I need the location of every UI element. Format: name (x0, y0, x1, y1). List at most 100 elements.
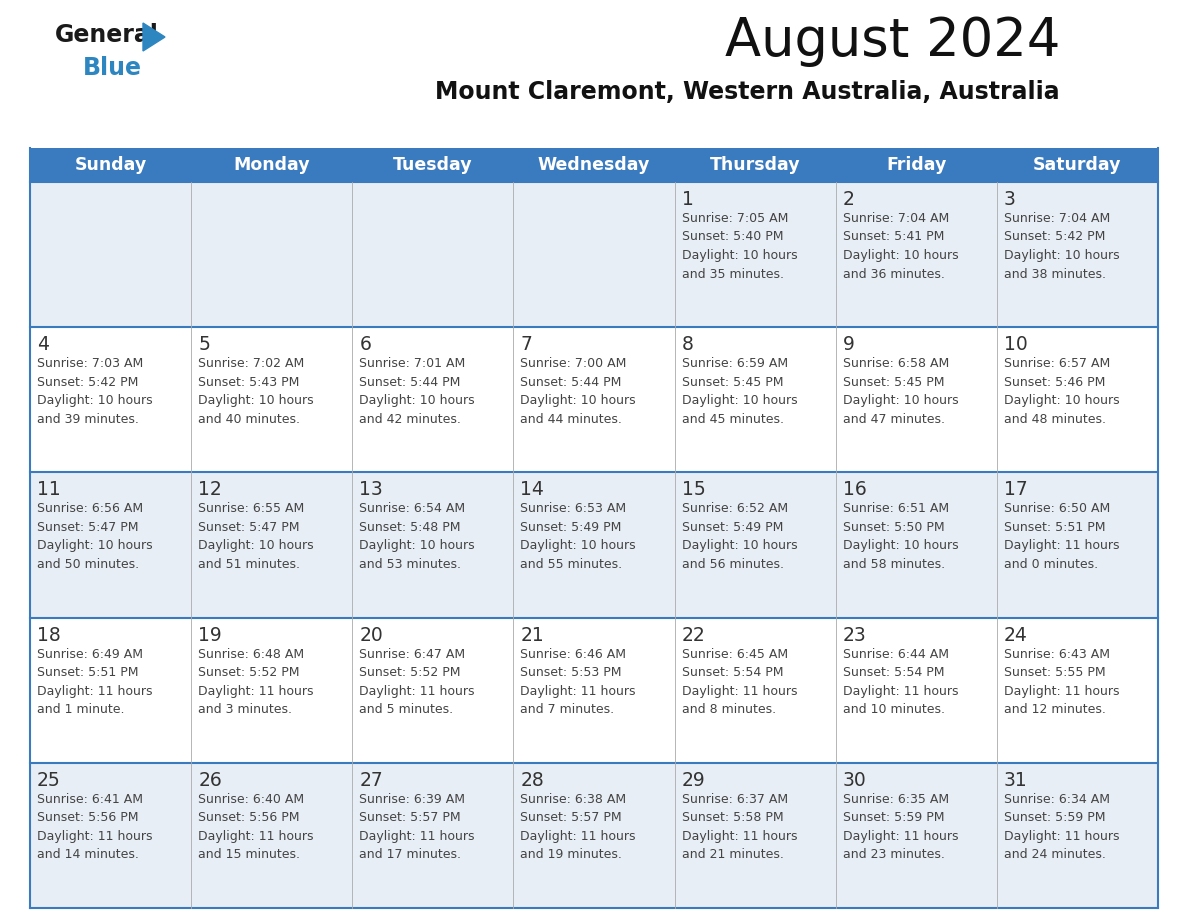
Text: Daylight: 10 hours: Daylight: 10 hours (359, 540, 475, 553)
Text: Wednesday: Wednesday (538, 156, 650, 174)
Text: and 48 minutes.: and 48 minutes. (1004, 413, 1106, 426)
Text: Daylight: 11 hours: Daylight: 11 hours (682, 830, 797, 843)
Text: Daylight: 11 hours: Daylight: 11 hours (682, 685, 797, 698)
Text: 11: 11 (37, 480, 61, 499)
Text: and 5 minutes.: and 5 minutes. (359, 703, 454, 716)
Text: Sunrise: 6:41 AM: Sunrise: 6:41 AM (37, 793, 143, 806)
Polygon shape (143, 23, 165, 51)
Text: and 0 minutes.: and 0 minutes. (1004, 558, 1098, 571)
Bar (30, 763, 1158, 908)
Text: Sunset: 5:59 PM: Sunset: 5:59 PM (842, 812, 944, 824)
Text: Sunrise: 7:02 AM: Sunrise: 7:02 AM (198, 357, 304, 370)
Text: Blue: Blue (83, 56, 143, 80)
Text: 25: 25 (37, 771, 61, 789)
Text: 29: 29 (682, 771, 706, 789)
Text: 9: 9 (842, 335, 854, 354)
Text: Sunset: 5:41 PM: Sunset: 5:41 PM (842, 230, 944, 243)
Text: Daylight: 10 hours: Daylight: 10 hours (198, 540, 314, 553)
Text: and 1 minute.: and 1 minute. (37, 703, 125, 716)
Text: 8: 8 (682, 335, 694, 354)
Text: and 55 minutes.: and 55 minutes. (520, 558, 623, 571)
Text: Sunrise: 6:54 AM: Sunrise: 6:54 AM (359, 502, 466, 515)
Text: Sunset: 5:51 PM: Sunset: 5:51 PM (37, 666, 139, 679)
Text: and 35 minutes.: and 35 minutes. (682, 267, 784, 281)
Text: and 58 minutes.: and 58 minutes. (842, 558, 944, 571)
Text: 10: 10 (1004, 335, 1028, 354)
Text: and 7 minutes.: and 7 minutes. (520, 703, 614, 716)
Text: Daylight: 11 hours: Daylight: 11 hours (198, 830, 314, 843)
Text: and 39 minutes.: and 39 minutes. (37, 413, 139, 426)
Text: Sunset: 5:44 PM: Sunset: 5:44 PM (359, 375, 461, 388)
Text: Sunset: 5:49 PM: Sunset: 5:49 PM (682, 521, 783, 534)
Text: Sunset: 5:55 PM: Sunset: 5:55 PM (1004, 666, 1106, 679)
Text: Sunrise: 6:52 AM: Sunrise: 6:52 AM (682, 502, 788, 515)
Text: Sunrise: 6:39 AM: Sunrise: 6:39 AM (359, 793, 466, 806)
Text: Sunrise: 7:01 AM: Sunrise: 7:01 AM (359, 357, 466, 370)
Text: Sunrise: 6:59 AM: Sunrise: 6:59 AM (682, 357, 788, 370)
Text: Tuesday: Tuesday (393, 156, 473, 174)
Text: Sunrise: 6:58 AM: Sunrise: 6:58 AM (842, 357, 949, 370)
Text: and 56 minutes.: and 56 minutes. (682, 558, 784, 571)
Text: 16: 16 (842, 480, 866, 499)
Text: Thursday: Thursday (710, 156, 801, 174)
Text: and 24 minutes.: and 24 minutes. (1004, 848, 1106, 861)
Text: Sunset: 5:53 PM: Sunset: 5:53 PM (520, 666, 623, 679)
Text: 5: 5 (198, 335, 210, 354)
Text: Sunset: 5:47 PM: Sunset: 5:47 PM (198, 521, 299, 534)
Text: Sunset: 5:57 PM: Sunset: 5:57 PM (520, 812, 623, 824)
Text: Saturday: Saturday (1034, 156, 1121, 174)
Text: Sunrise: 6:43 AM: Sunrise: 6:43 AM (1004, 647, 1110, 661)
Text: Daylight: 11 hours: Daylight: 11 hours (520, 830, 636, 843)
Text: 19: 19 (198, 625, 222, 644)
Text: Sunrise: 6:48 AM: Sunrise: 6:48 AM (198, 647, 304, 661)
Text: Daylight: 11 hours: Daylight: 11 hours (37, 830, 152, 843)
Text: 13: 13 (359, 480, 383, 499)
Text: and 36 minutes.: and 36 minutes. (842, 267, 944, 281)
Text: Daylight: 10 hours: Daylight: 10 hours (842, 249, 959, 262)
Text: Sunset: 5:51 PM: Sunset: 5:51 PM (1004, 521, 1105, 534)
Text: Sunrise: 6:49 AM: Sunrise: 6:49 AM (37, 647, 143, 661)
Text: 27: 27 (359, 771, 383, 789)
Text: Daylight: 11 hours: Daylight: 11 hours (359, 685, 475, 698)
Text: Daylight: 10 hours: Daylight: 10 hours (1004, 249, 1119, 262)
Text: Sunrise: 6:50 AM: Sunrise: 6:50 AM (1004, 502, 1110, 515)
Text: Sunset: 5:54 PM: Sunset: 5:54 PM (682, 666, 783, 679)
Text: Daylight: 11 hours: Daylight: 11 hours (1004, 830, 1119, 843)
Text: Sunset: 5:45 PM: Sunset: 5:45 PM (842, 375, 944, 388)
Text: 20: 20 (359, 625, 383, 644)
Text: Sunrise: 6:51 AM: Sunrise: 6:51 AM (842, 502, 949, 515)
Text: Daylight: 10 hours: Daylight: 10 hours (1004, 394, 1119, 408)
Text: and 42 minutes.: and 42 minutes. (359, 413, 461, 426)
Text: Sunrise: 6:56 AM: Sunrise: 6:56 AM (37, 502, 143, 515)
Text: Sunset: 5:43 PM: Sunset: 5:43 PM (198, 375, 299, 388)
Text: 12: 12 (198, 480, 222, 499)
Text: Daylight: 11 hours: Daylight: 11 hours (520, 685, 636, 698)
Text: 28: 28 (520, 771, 544, 789)
Text: Monday: Monday (233, 156, 310, 174)
Text: 22: 22 (682, 625, 706, 644)
Text: Daylight: 10 hours: Daylight: 10 hours (198, 394, 314, 408)
Text: Daylight: 11 hours: Daylight: 11 hours (1004, 540, 1119, 553)
Text: Sunrise: 6:47 AM: Sunrise: 6:47 AM (359, 647, 466, 661)
Text: 24: 24 (1004, 625, 1028, 644)
Text: Sunrise: 7:04 AM: Sunrise: 7:04 AM (842, 212, 949, 225)
Text: Daylight: 10 hours: Daylight: 10 hours (37, 394, 152, 408)
Text: 26: 26 (198, 771, 222, 789)
Text: 7: 7 (520, 335, 532, 354)
Text: 1: 1 (682, 190, 694, 209)
Text: Sunset: 5:46 PM: Sunset: 5:46 PM (1004, 375, 1105, 388)
Text: and 19 minutes.: and 19 minutes. (520, 848, 623, 861)
Text: 18: 18 (37, 625, 61, 644)
Text: Daylight: 10 hours: Daylight: 10 hours (682, 394, 797, 408)
Text: Daylight: 10 hours: Daylight: 10 hours (520, 540, 636, 553)
Text: Sunrise: 6:35 AM: Sunrise: 6:35 AM (842, 793, 949, 806)
Text: and 40 minutes.: and 40 minutes. (198, 413, 301, 426)
Text: Sunset: 5:49 PM: Sunset: 5:49 PM (520, 521, 621, 534)
Text: 14: 14 (520, 480, 544, 499)
Text: and 3 minutes.: and 3 minutes. (198, 703, 292, 716)
Text: Sunday: Sunday (75, 156, 146, 174)
Text: and 15 minutes.: and 15 minutes. (198, 848, 301, 861)
Text: Sunset: 5:47 PM: Sunset: 5:47 PM (37, 521, 139, 534)
Text: Sunset: 5:52 PM: Sunset: 5:52 PM (359, 666, 461, 679)
Text: 30: 30 (842, 771, 866, 789)
